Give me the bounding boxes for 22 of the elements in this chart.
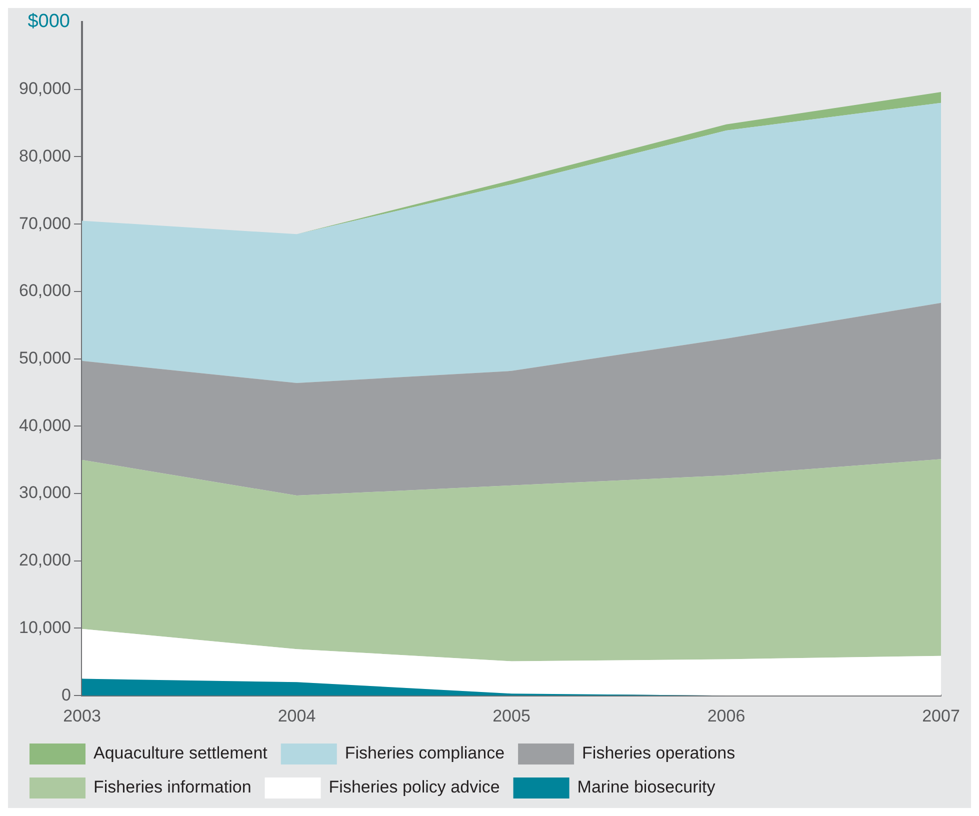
y-tick-label: 30,000 <box>18 483 71 502</box>
legend-label: Aquaculture settlement <box>94 744 268 763</box>
x-tick-label: 2007 <box>922 706 960 726</box>
legend-label: Fisheries information <box>94 778 252 797</box>
y-axis-title: $000 <box>28 11 70 32</box>
y-tick-label: 80,000 <box>18 146 71 166</box>
y-tick-label: 70,000 <box>18 214 71 233</box>
y-tick-label: 0 <box>62 685 71 704</box>
legend-label: Marine biosecurity <box>577 778 716 797</box>
y-tick-label: 20,000 <box>18 550 71 570</box>
y-tick-label: 90,000 <box>18 79 71 98</box>
y-tick-label: 50,000 <box>18 348 71 368</box>
x-tick-label: 2005 <box>492 706 530 726</box>
y-tick-label: 10,000 <box>18 618 71 637</box>
y-tick-label: 40,000 <box>18 416 71 435</box>
legend-label: Fisheries compliance <box>344 744 505 763</box>
legend-label: Fisheries policy advice <box>328 778 500 797</box>
x-tick-label: 2004 <box>278 706 316 726</box>
legend-label: Fisheries operations <box>582 744 736 763</box>
y-tick-label: 60,000 <box>18 281 71 300</box>
x-tick-label: 2006 <box>707 706 746 726</box>
x-tick-label: 2003 <box>63 706 101 726</box>
